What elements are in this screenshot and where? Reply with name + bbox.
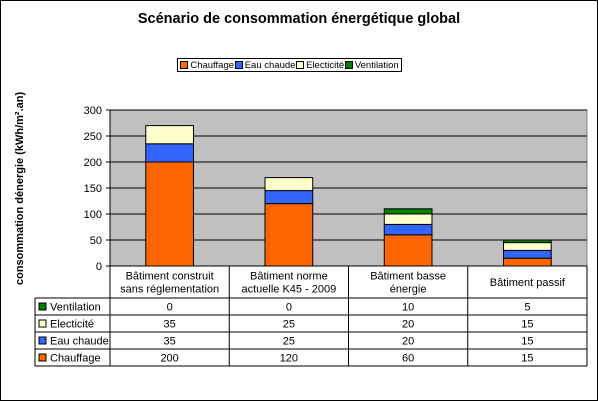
table-cell-value: 10 [402, 302, 414, 314]
category-label: énergie [390, 284, 427, 296]
category-label: actuelle K45 - 2009 [241, 284, 336, 296]
table-legend-key-eau-chaude [38, 336, 47, 345]
category-label: Bâtiment passif [490, 277, 566, 289]
table-row-label: Ventilation [50, 302, 101, 314]
bar-chauffage [383, 234, 433, 267]
table-legend-key-chauffage [38, 353, 47, 362]
chart-legend: Chauffage Eau chaude Electicité Ventilation [177, 58, 402, 72]
table-cell-value: 20 [402, 319, 414, 331]
legend-item-ventilation: Ventilation [344, 59, 399, 71]
table-cell-value: 200 [160, 353, 178, 365]
bar-eau-chaude [503, 249, 552, 259]
y-tick-label: 50 [90, 235, 102, 247]
table-cell-value: 15 [521, 353, 533, 365]
category-label: sans réglementation [120, 284, 219, 296]
bar-chauffage [503, 257, 552, 267]
table-cell-value: 0 [286, 302, 292, 314]
y-tick-label: 0 [96, 261, 102, 273]
table-cell-value: 15 [521, 319, 533, 331]
legend-swatch [180, 61, 189, 69]
bar-eau-chaude [145, 143, 194, 163]
table-row-label: Chauffage [50, 353, 101, 365]
bar-electicite [503, 242, 552, 251]
table-cell-value: 35 [164, 336, 176, 348]
table-cell-value: 120 [280, 353, 298, 365]
bar-electicite [264, 177, 314, 192]
legend-swatch [234, 61, 243, 69]
y-tick-label: 200 [84, 157, 102, 169]
table-cell-value: 15 [521, 336, 533, 348]
bar-ventilation [503, 239, 552, 244]
y-tick-label: 150 [84, 183, 102, 195]
legend-swatch [344, 61, 353, 69]
category-label: Bâtiment basse [370, 271, 446, 283]
legend-item-eau-chaude: Eau chaude [234, 59, 296, 71]
legend-item-chauffage: Chauffage [180, 60, 234, 71]
y-tick-label: 100 [84, 209, 102, 221]
bar-eau-chaude [264, 190, 314, 205]
table-cell-value: 60 [402, 353, 414, 365]
bar-chauffage [264, 203, 314, 267]
y-tick-label: 250 [84, 131, 102, 143]
legend-label: Electicité [306, 59, 345, 71]
legend-item-electicite: Electicité [296, 60, 344, 71]
table-legend-key-electicite [38, 319, 47, 328]
bar-electicite [145, 125, 194, 145]
table-cell-value: 0 [167, 302, 173, 314]
table-cell-value: 25 [283, 319, 295, 331]
table-cell-value: 20 [402, 336, 414, 348]
chart-title: Scénario de consommation énergétique glo… [137, 11, 461, 27]
category-label: Bâtiment norme [250, 271, 328, 283]
y-tick-label: 300 [84, 105, 102, 117]
bar-ventilation [383, 208, 433, 215]
table-cell-value: 5 [524, 302, 530, 314]
legend-label: Chauffage [190, 59, 235, 71]
legend-label: Ventilation [354, 59, 399, 71]
bar-eau-chaude [383, 223, 433, 236]
legend-label: Eau chaude [244, 59, 296, 71]
bar-electicite [383, 213, 433, 225]
category-label: Bâtiment construit [126, 271, 214, 283]
table-cell-value: 35 [164, 319, 176, 331]
table-row-label: Eau chaude [50, 336, 109, 348]
table-legend-key-ventilation [38, 302, 47, 311]
bar-chauffage [145, 161, 194, 267]
legend-swatch [296, 61, 305, 69]
table-cell-value: 25 [283, 336, 295, 348]
table-row-label: Electicité [50, 319, 94, 331]
